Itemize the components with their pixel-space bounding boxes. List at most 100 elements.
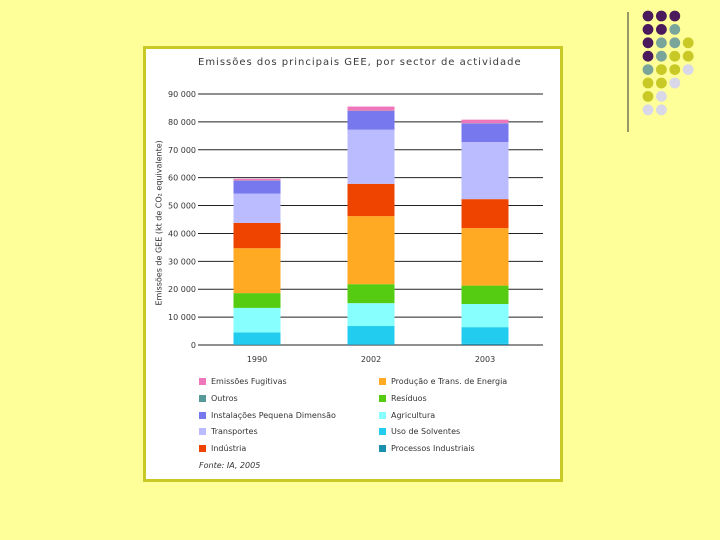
legend-label: Indústria bbox=[211, 444, 247, 453]
decorative-dot bbox=[656, 91, 667, 102]
bar-segment bbox=[347, 284, 395, 304]
decorative-dot bbox=[669, 24, 681, 35]
decorative-dot bbox=[682, 50, 694, 62]
decorative-dot bbox=[656, 50, 667, 62]
decorative-dot bbox=[656, 104, 667, 116]
legend-item: Indústria bbox=[199, 444, 246, 456]
bar-segment bbox=[233, 180, 281, 194]
legend-swatch bbox=[379, 395, 386, 402]
legend-swatch bbox=[199, 395, 206, 402]
bar-segment bbox=[347, 183, 395, 217]
y-tick-label: 10 000 bbox=[168, 313, 196, 322]
bar-segment bbox=[347, 111, 395, 130]
bar-segment bbox=[347, 216, 395, 285]
y-tick-label: 30 000 bbox=[168, 257, 196, 266]
bar-segment bbox=[461, 285, 509, 305]
legend-item: Transportes bbox=[199, 427, 258, 439]
bar-segment bbox=[347, 303, 395, 327]
bar-segment bbox=[233, 222, 281, 249]
bar-segment bbox=[461, 327, 509, 344]
decorative-dot bbox=[669, 37, 681, 49]
legend-swatch bbox=[199, 378, 206, 385]
chart-title: Emissões dos principais GEE, por sector … bbox=[198, 57, 522, 68]
legend-label: Processos Industriais bbox=[391, 444, 475, 453]
decorative-dot bbox=[642, 64, 654, 75]
y-tick-label: 80 000 bbox=[168, 118, 196, 127]
y-tick-label: 0 bbox=[191, 341, 196, 350]
y-tick-label: 40 000 bbox=[168, 229, 196, 238]
chart-panel: Emissões dos principais GEE, por sector … bbox=[143, 46, 563, 482]
decorative-dot bbox=[656, 24, 667, 35]
bar-segment bbox=[347, 106, 395, 111]
legend-swatch bbox=[379, 445, 386, 452]
legend-label: Produção e Trans. de Energia bbox=[391, 377, 508, 386]
source-note: Fonte: IA, 2005 bbox=[199, 461, 261, 470]
legend-label: Outros bbox=[211, 394, 238, 403]
bar-segment bbox=[233, 193, 281, 223]
x-tick-label: 1990 bbox=[247, 355, 267, 364]
decorative-dot bbox=[656, 10, 667, 22]
decorative-dot bbox=[642, 77, 654, 89]
bar-segment bbox=[461, 123, 509, 142]
bar-segment bbox=[461, 199, 509, 229]
legend-swatch bbox=[379, 378, 386, 385]
decorative-dot bbox=[669, 50, 681, 62]
bar-segment bbox=[347, 129, 395, 184]
decorative-dot bbox=[682, 64, 694, 75]
legend-swatch bbox=[199, 412, 206, 419]
decorative-dot bbox=[642, 50, 654, 62]
y-tick-label: 50 000 bbox=[168, 202, 196, 211]
x-tick-label: 2002 bbox=[361, 355, 381, 364]
bar-segment bbox=[233, 307, 281, 333]
bar-segment bbox=[233, 178, 281, 181]
legend-swatch bbox=[199, 428, 206, 435]
decorative-dot bbox=[642, 37, 654, 49]
legend-label: Resíduos bbox=[391, 394, 427, 403]
legend-item: Processos Industriais bbox=[379, 444, 475, 456]
legend-item: Produção e Trans. de Energia bbox=[379, 377, 507, 389]
legend-item: Uso de Solventes bbox=[379, 427, 460, 439]
legend-item: Emissões Fugitivas bbox=[199, 377, 287, 389]
decorative-dot bbox=[669, 10, 681, 22]
bar-segment bbox=[461, 228, 509, 286]
y-tick-label: 70 000 bbox=[168, 146, 196, 155]
legend-label: Uso de Solventes bbox=[391, 427, 461, 436]
decorative-dot bbox=[642, 24, 654, 35]
bar-segment bbox=[347, 326, 395, 345]
x-tick-label: 2003 bbox=[475, 355, 495, 364]
legend-swatch bbox=[199, 445, 206, 452]
bar-segment bbox=[347, 344, 395, 345]
bar-segment bbox=[233, 293, 281, 308]
y-tick-label: 90 000 bbox=[168, 90, 196, 99]
legend-label: Instalações Pequena Dimensão bbox=[211, 411, 336, 420]
legend-swatch bbox=[379, 428, 386, 435]
legend-item: Resíduos bbox=[379, 394, 427, 406]
bar-segment bbox=[233, 248, 281, 294]
decorative-dot bbox=[642, 10, 654, 22]
decorative-dot bbox=[656, 77, 667, 89]
decorative-dot bbox=[642, 91, 654, 102]
legend-item: Agricultura bbox=[379, 411, 435, 423]
bar-segment bbox=[461, 119, 509, 124]
legend-label: Emissões Fugitivas bbox=[211, 377, 287, 386]
legend-item: Instalações Pequena Dimensão bbox=[199, 411, 336, 423]
legend-label: Transportes bbox=[211, 427, 258, 436]
y-tick-label: 60 000 bbox=[168, 174, 196, 183]
legend-label: Agricultura bbox=[391, 411, 436, 420]
decorative-dot bbox=[669, 77, 681, 89]
legend-item: Outros bbox=[199, 394, 238, 406]
decorative-dot bbox=[682, 37, 694, 49]
stacked-bar-chart: 0 10 000 20 000 30 000 40 000 50 000 60 000 70 … bbox=[168, 90, 543, 364]
bar-segment bbox=[461, 304, 509, 328]
bar-segment bbox=[233, 332, 281, 345]
decorative-dot bbox=[669, 64, 681, 75]
decorative-dot bbox=[656, 64, 667, 75]
bar-segment bbox=[233, 344, 281, 345]
y-tick-label: 20 000 bbox=[168, 285, 196, 294]
decorative-dot bbox=[656, 37, 667, 49]
bar-segment bbox=[461, 343, 509, 345]
legend-swatch bbox=[379, 412, 386, 419]
decorative-dot bbox=[642, 104, 654, 116]
bar-segment bbox=[461, 141, 509, 200]
